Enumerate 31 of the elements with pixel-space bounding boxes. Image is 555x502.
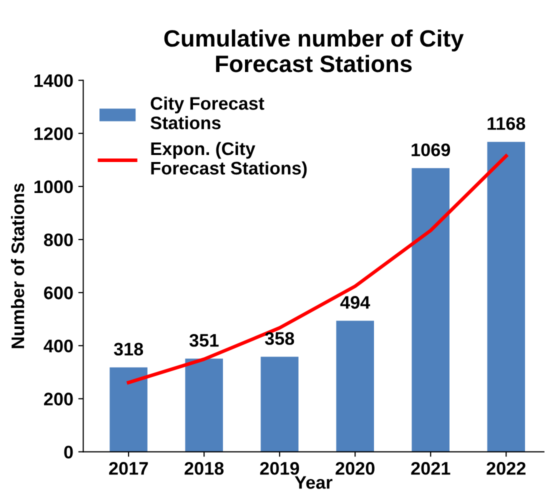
y-axis-title: Number of Stations bbox=[10, 184, 24, 348]
chart-title: Cumulative number of City Forecast Stations bbox=[164, 29, 464, 72]
x-tick-label: 2018 bbox=[184, 462, 224, 475]
x-tick-label: 2021 bbox=[411, 462, 450, 475]
legend-label: City Forecast Stations bbox=[150, 96, 264, 130]
bar bbox=[260, 356, 298, 452]
data-label: 1168 bbox=[488, 117, 526, 130]
y-tick-label: 200 bbox=[44, 392, 73, 406]
y-tick-label: 1000 bbox=[34, 180, 73, 194]
bar bbox=[412, 168, 450, 452]
y-tick-label: 400 bbox=[44, 340, 73, 352]
data-label: 358 bbox=[264, 332, 294, 345]
x-tick-label: 2019 bbox=[260, 462, 300, 475]
data-label: 494 bbox=[340, 296, 370, 309]
y-tick-label: 1200 bbox=[34, 127, 73, 140]
data-label: 318 bbox=[114, 342, 144, 356]
y-tick-label: 1400 bbox=[34, 74, 73, 88]
data-label: 351 bbox=[189, 334, 219, 347]
legend-label: Expon. (City Forecast Stations) bbox=[151, 142, 307, 178]
x-axis-title: Year bbox=[294, 476, 332, 489]
bar bbox=[336, 320, 374, 452]
y-tick-label: 800 bbox=[44, 233, 73, 246]
bar bbox=[185, 358, 223, 452]
x-tick-label: 2022 bbox=[486, 462, 526, 475]
y-tick-label: 600 bbox=[44, 286, 73, 300]
y-tick-label: 0 bbox=[64, 446, 73, 459]
data-label: 1069 bbox=[412, 143, 450, 156]
x-tick-label: 2017 bbox=[109, 462, 148, 475]
bar bbox=[110, 367, 148, 452]
bar bbox=[487, 142, 526, 452]
x-tick-label: 2020 bbox=[336, 462, 374, 475]
